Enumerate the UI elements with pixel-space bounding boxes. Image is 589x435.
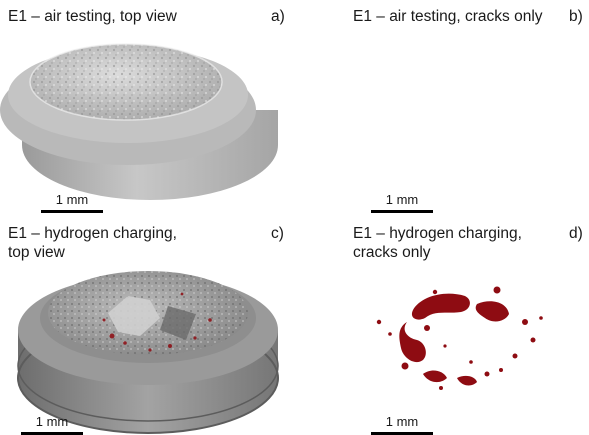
scale-bar-label: 1 mm xyxy=(385,414,419,429)
specimen-render-hydrogen xyxy=(17,271,279,434)
panel-tag: b) xyxy=(569,8,583,25)
panel-c-hydrogen-top-view: E1 – hydrogen charging, top view c) 1 mm xyxy=(0,218,294,435)
scale-bar-line xyxy=(21,432,83,435)
panel-title: E1 – air testing, top view xyxy=(8,8,177,25)
panel-d-hydrogen-cracks-only: E1 – hydrogen charging, cracks only d) 1… xyxy=(295,218,589,435)
scale-bar-label: 1 mm xyxy=(55,192,89,207)
scale-bar-line xyxy=(371,210,433,213)
panel-tag: c) xyxy=(271,225,284,242)
panel-tag: d) xyxy=(569,225,583,242)
scale-bar-line xyxy=(41,210,103,213)
panel-tag: a) xyxy=(271,8,285,25)
scale-bar-line xyxy=(371,432,433,435)
specimen-render-air xyxy=(0,43,278,200)
panel-title: E1 – hydrogen charging, top view xyxy=(8,225,177,261)
panel-title: E1 – air testing, cracks only xyxy=(353,8,543,25)
scale-bar-label: 1 mm xyxy=(35,414,69,429)
panel-b-air-cracks-only: E1 – air testing, cracks only b) 1 mm xyxy=(295,0,589,217)
scale-bar-label: 1 mm xyxy=(385,192,419,207)
crack-network-render xyxy=(376,286,543,390)
panel-title: E1 – hydrogen charging, cracks only xyxy=(353,225,522,261)
panel-a-air-top-view: E1 – air testing, top view a) 1 mm xyxy=(0,0,294,217)
